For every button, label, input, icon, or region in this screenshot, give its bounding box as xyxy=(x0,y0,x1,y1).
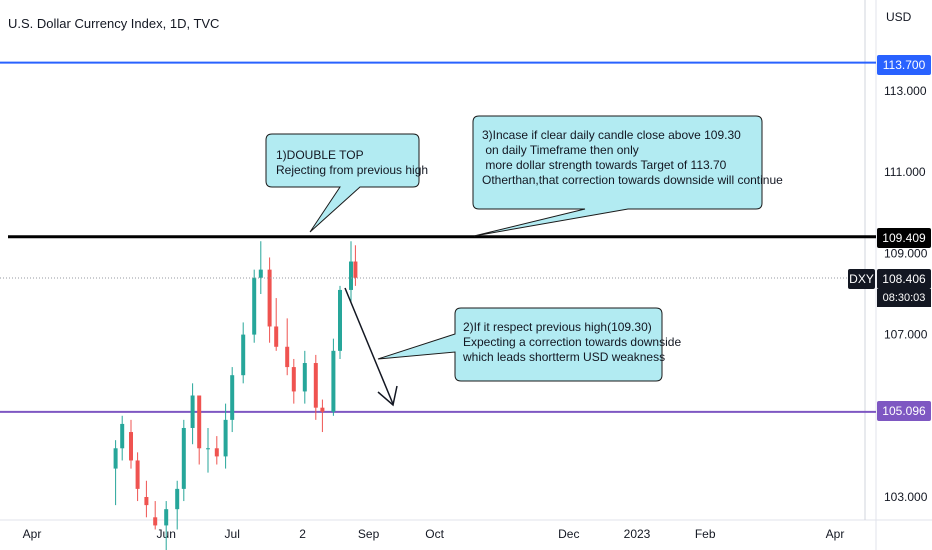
forecast-arrow-line[interactable] xyxy=(344,287,394,405)
candle-body xyxy=(241,334,246,376)
x-tick-label: Oct xyxy=(425,527,444,541)
candle-body xyxy=(190,395,195,428)
candle-body xyxy=(291,367,296,392)
candle-body xyxy=(285,346,290,368)
candle-body xyxy=(181,427,186,489)
x-tick-label: Feb xyxy=(695,527,716,541)
y-tick-label: 109.000 xyxy=(884,246,928,260)
candle-body xyxy=(113,448,118,469)
candle-body xyxy=(214,448,219,457)
candle-body xyxy=(153,517,158,526)
candle-body xyxy=(252,277,257,335)
candle-body xyxy=(353,261,358,278)
callout-correction[interactable] xyxy=(377,307,663,382)
x-tick-label: Jul xyxy=(225,527,240,541)
callout-double-top-text: 1)DOUBLE TOP Rejecting from previous hig… xyxy=(276,148,429,177)
candle-body xyxy=(313,363,318,408)
candle-body xyxy=(120,423,125,449)
x-axis-ticks: Apr Jun Jul 2 Sep Oct Dec 2023 Feb Apr xyxy=(23,527,845,541)
candlesticks xyxy=(113,241,358,550)
price-tag-105096[interactable]: 105.096 xyxy=(877,401,931,421)
candle-body xyxy=(135,460,140,489)
callout-double-top[interactable] xyxy=(265,133,420,233)
price-tag-113700[interactable]: 113.700 xyxy=(877,55,931,75)
callout-correction-text: 2)If it respect previous high(109.30) Ex… xyxy=(463,320,682,364)
chart-title: U.S. Dollar Currency Index, 1D, TVC xyxy=(8,16,220,31)
candle-body xyxy=(320,407,325,412)
candle-body xyxy=(197,395,202,449)
ticker-badge: DXY xyxy=(848,269,875,289)
candle-body xyxy=(302,363,307,392)
candle-body xyxy=(144,497,149,506)
y-tick-label: 103.000 xyxy=(884,490,928,504)
candle-body xyxy=(230,375,235,420)
callout-breakout-text: 3)Incase if clear daily candle close abo… xyxy=(482,128,783,187)
candle-body xyxy=(206,448,210,450)
y-tick-label: 107.000 xyxy=(884,328,928,342)
x-tick-label: 2 xyxy=(299,527,306,541)
x-tick-label: Apr xyxy=(23,527,42,541)
candle-body xyxy=(223,419,228,457)
candle-body xyxy=(175,488,180,510)
callout-breakout[interactable] xyxy=(472,115,763,237)
forecast-arrowhead xyxy=(377,385,398,407)
currency-label: USD xyxy=(886,10,912,24)
y-tick-label: 111.000 xyxy=(884,165,926,179)
y-tick-label: 113.000 xyxy=(884,84,927,98)
candle-body xyxy=(258,269,263,278)
bar-countdown: 08:30:03 xyxy=(877,289,931,307)
candle-body xyxy=(349,261,353,290)
candle-body xyxy=(267,269,272,327)
candle-body xyxy=(274,326,279,347)
price-tag-last: 108.406 xyxy=(877,269,931,289)
price-tag-109409[interactable]: 109.409 xyxy=(877,228,931,248)
x-tick-label: Sep xyxy=(358,527,380,541)
y-axis-ticks: 103.000 107.000 109.000 111.000 113.000 xyxy=(884,84,928,504)
candle-body xyxy=(164,509,169,526)
x-tick-label: Dec xyxy=(558,527,579,541)
x-tick-label: 2023 xyxy=(624,527,651,541)
candle-body xyxy=(331,350,336,412)
horizontal-levels[interactable] xyxy=(0,61,876,413)
candle-body xyxy=(338,289,342,351)
candle-body xyxy=(129,432,133,461)
x-tick-label: Apr xyxy=(826,527,845,541)
